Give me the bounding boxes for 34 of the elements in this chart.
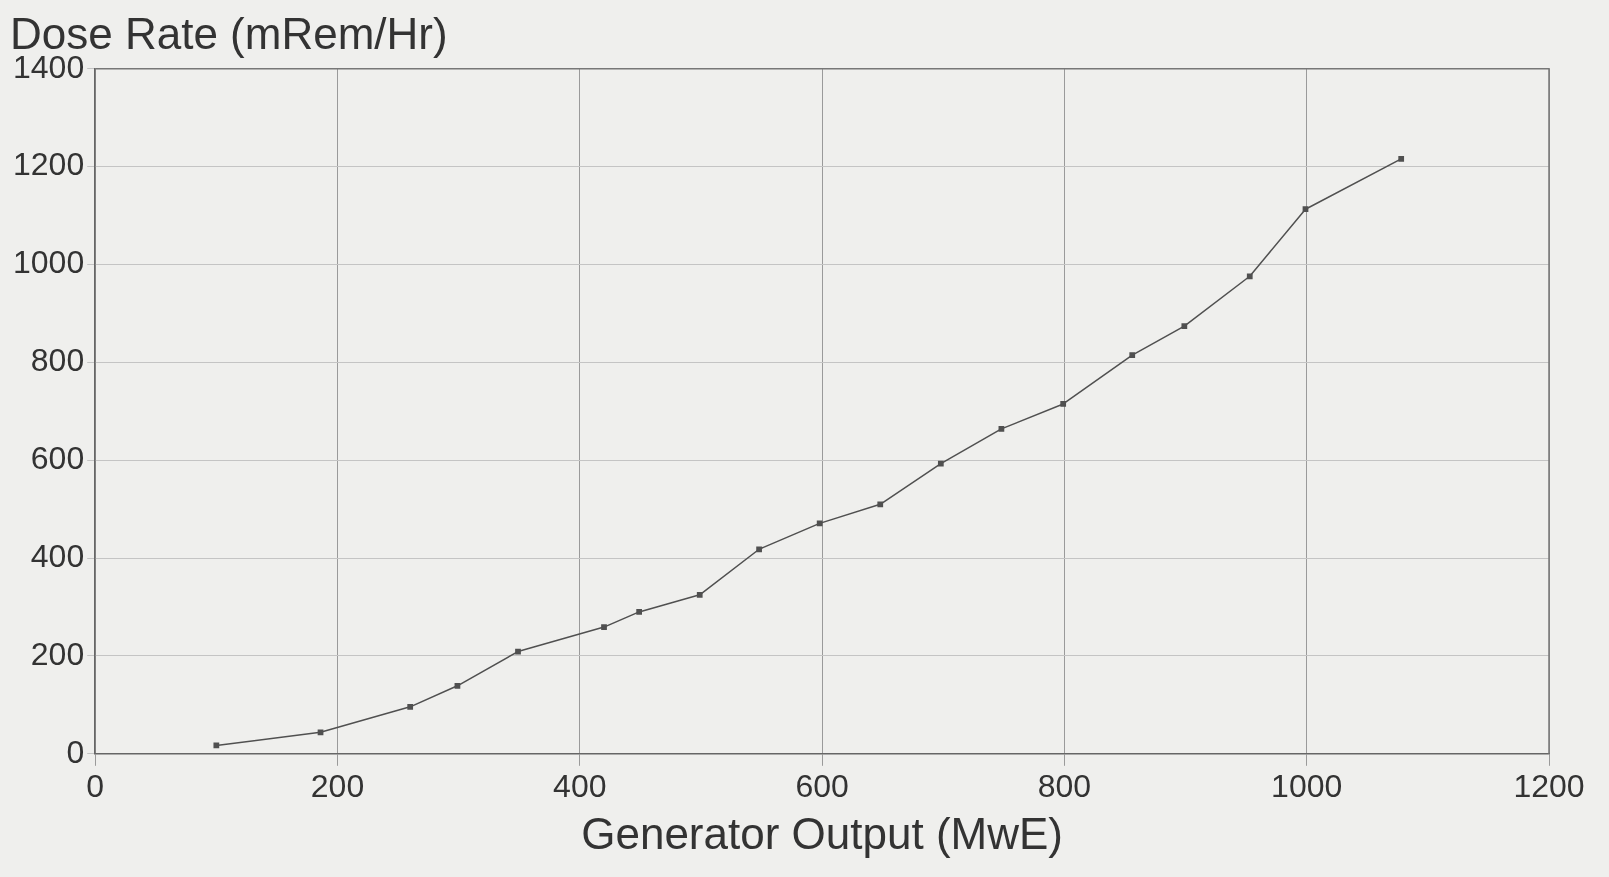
point bbox=[816, 520, 823, 527]
point bbox=[317, 729, 324, 736]
y-tick-label: 1400 bbox=[13, 48, 85, 85]
point bbox=[407, 703, 414, 710]
point bbox=[998, 426, 1005, 432]
y-tick-label: 200 bbox=[30, 635, 85, 672]
x-tick-label: 800 bbox=[1037, 767, 1092, 804]
x-tick-label: 1000 bbox=[1271, 767, 1343, 804]
x-tick-label: 1200 bbox=[1513, 767, 1585, 804]
x-tick-label: 400 bbox=[553, 767, 607, 804]
x-axis-title: Generator Output (MwE) bbox=[581, 808, 1063, 858]
point bbox=[1398, 155, 1405, 162]
point bbox=[515, 648, 521, 655]
y-tick-label: 0 bbox=[66, 733, 85, 770]
y-tick-label: 1200 bbox=[13, 146, 85, 183]
point bbox=[454, 682, 461, 689]
point bbox=[877, 501, 884, 508]
point bbox=[1060, 401, 1067, 407]
point bbox=[601, 624, 607, 630]
point bbox=[696, 591, 703, 598]
point bbox=[756, 546, 762, 553]
x-tick-label: 600 bbox=[795, 767, 849, 804]
point bbox=[1302, 206, 1309, 213]
point bbox=[213, 742, 220, 749]
y-tick-label: 400 bbox=[30, 537, 85, 574]
y-tick-label: 1000 bbox=[13, 244, 85, 281]
point bbox=[636, 609, 643, 615]
point bbox=[1181, 323, 1188, 330]
x-tick-label: 200 bbox=[310, 767, 365, 804]
point bbox=[1246, 273, 1253, 280]
point bbox=[1129, 352, 1136, 358]
y-tick-label: 600 bbox=[30, 440, 85, 477]
point bbox=[937, 460, 944, 467]
y-tick-label: 800 bbox=[30, 342, 85, 379]
